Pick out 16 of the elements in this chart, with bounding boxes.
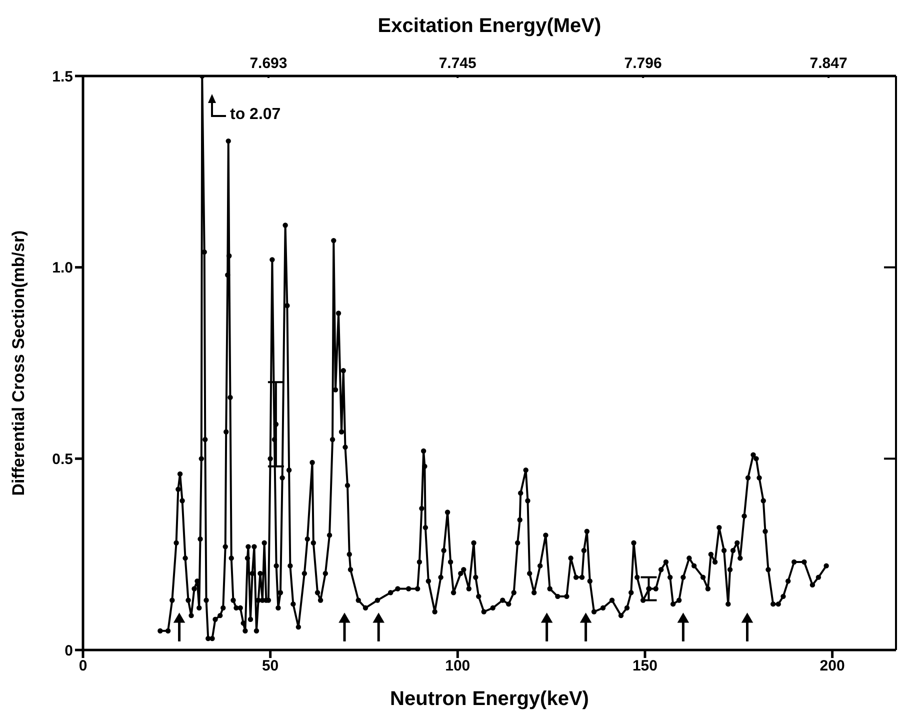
x-tick-label: 200	[820, 658, 845, 675]
x-axis-title: Neutron Energy(keV)	[390, 688, 589, 710]
x2-tick-label: 7.847	[810, 55, 848, 72]
y-tick-label: 0.5	[52, 450, 73, 468]
y-tick-label: 0	[64, 642, 73, 660]
x-tick-label: 50	[262, 658, 279, 675]
x2-tick-label: 7.745	[438, 55, 476, 72]
x2-tick-label: 7.693	[250, 55, 288, 72]
x-tick-label: 150	[632, 658, 658, 675]
x-tick-label: 100	[445, 658, 470, 675]
y-tick-label: 1.0	[52, 260, 73, 277]
y-axis-title: Differential Cross Section(mb/sr)	[9, 230, 28, 496]
x2-tick-label: 7.796	[624, 55, 662, 72]
x2-axis-title: Excitation Energy(MeV)	[378, 15, 602, 38]
y-tick-label: 1.5	[52, 68, 73, 86]
x-tick-label: 0	[78, 658, 88, 675]
